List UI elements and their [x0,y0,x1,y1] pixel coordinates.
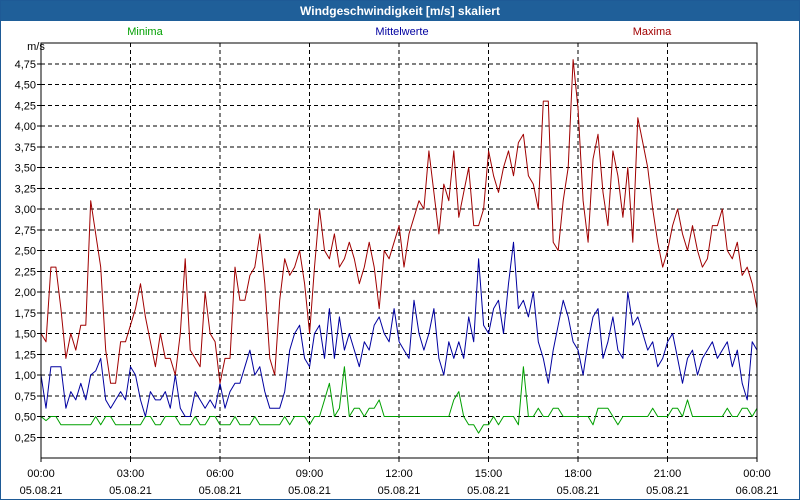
plot-frame [40,42,758,459]
y-tick-label: 1,50 [15,329,36,341]
y-tick-label: 4,50 [15,80,36,92]
x-tick-date: 05.08.21 [557,485,600,497]
x-tick-date: 05.08.21 [467,485,510,497]
x-tick-time: 00:00 [27,468,55,480]
y-tick-label: 1,75 [15,308,36,320]
y-axis-label: m/s [27,41,45,53]
x-tick-time: 18:00 [564,468,592,480]
y-tick-label: 4,75 [15,59,36,71]
x-tick-time: 00:00 [743,468,771,480]
legend-mittelwerte: Mittelwerte [375,26,428,38]
x-tick-time: 21:00 [654,468,682,480]
x-tick-date: 05.08.21 [199,485,242,497]
x-tick-date: 05.08.21 [20,485,63,497]
x-tick-time: 12:00 [385,468,413,480]
y-tick-label: 0,75 [15,391,36,403]
series-maxima-line [40,59,758,384]
y-tick-label: 1,00 [15,370,36,382]
grid [41,43,757,458]
x-tick-date: 05.08.21 [109,485,152,497]
series-minima-line [40,366,758,434]
x-tick-time: 03:00 [117,468,145,480]
series-layer [40,59,758,434]
y-tick-label: 3,75 [15,142,36,154]
x-tick-date: 05.08.21 [288,485,331,497]
window-title: Windgeschwindigkeit [m/s] skaliert [1,1,799,21]
y-tick-label: 3,25 [15,183,36,195]
legend-minima: Minima [127,26,163,38]
x-tick-date: 06.08.21 [736,485,779,497]
y-tick-label: 4,25 [15,100,36,112]
legend-maxima: Maxima [633,26,672,38]
y-tick-label: 3,50 [15,163,36,175]
y-tick-label: 2,75 [15,225,36,237]
y-tick-label: 4,00 [15,121,36,133]
x-tick-time: 09:00 [296,468,324,480]
x-tick-time: 15:00 [475,468,503,480]
y-tick-label: 0,25 [15,432,36,444]
y-tick-label: 2,00 [15,287,36,299]
y-tick-label: 2,50 [15,246,36,258]
y-tick-label: 1,25 [15,349,36,361]
x-tick-date: 05.08.21 [378,485,421,497]
axes: 0,25 0,50 0,75 1,00 1,25 1,50 1,75 2,00 2,25 2,50… [15,42,779,497]
x-tick-time: 06:00 [206,468,234,480]
y-tick-label: 3,00 [15,204,36,216]
x-tick-date: 05.08.21 [646,485,689,497]
y-tick-label: 0,50 [15,412,36,424]
y-tick-label: 2,25 [15,266,36,278]
